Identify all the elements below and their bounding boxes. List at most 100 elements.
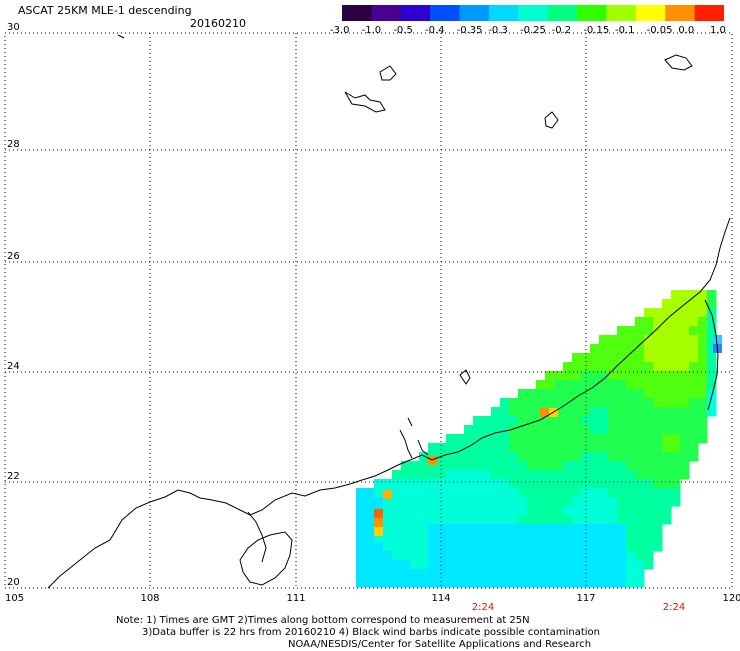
swath-cell: [608, 461, 618, 471]
swath-cell: [500, 407, 510, 417]
swath-cell: [356, 569, 366, 579]
swath-cell: [626, 389, 636, 399]
swath-cell: [410, 515, 420, 525]
swath-cell: [410, 569, 420, 579]
swath-cell: [599, 497, 609, 507]
swath-cell: [617, 506, 627, 516]
swath-cell: [464, 470, 474, 480]
swath-cell: [392, 551, 402, 561]
swath-cell: [563, 416, 573, 426]
swath-cell: [572, 569, 582, 579]
swath-cell: [671, 344, 681, 354]
swath-cell: [707, 299, 717, 309]
swath-cell: [446, 542, 456, 552]
swath-cell: [689, 389, 699, 399]
swath-cell: [392, 479, 402, 489]
swath-cell: [428, 560, 438, 570]
y-tick-label: 22: [7, 471, 20, 482]
swath-cell: [491, 416, 501, 426]
swath-cell: [383, 542, 393, 552]
swath-cell: [608, 533, 618, 543]
swath-cell: [599, 506, 609, 516]
swath-cell: [392, 524, 402, 534]
swath-cell: [464, 488, 474, 498]
swath-cell: [392, 470, 402, 480]
swath-cell: [554, 524, 564, 534]
swath-cell: [437, 524, 447, 534]
swath-cell: [662, 326, 672, 336]
swath-cell: [383, 578, 393, 588]
swath-cell: [554, 569, 564, 579]
swath-cell: [365, 569, 375, 579]
swath-cell: [644, 461, 654, 471]
swath-cell: [590, 497, 600, 507]
swath-cell: [680, 452, 690, 462]
swath-cell: [590, 578, 600, 588]
swath-cell: [581, 542, 591, 552]
swath-cell: [545, 533, 555, 543]
swath-cell: [365, 488, 375, 498]
time-label: 2:24: [663, 602, 685, 613]
swath-cell: [545, 542, 555, 552]
swath-cell: [518, 515, 528, 525]
swath-cell: [482, 542, 492, 552]
swath-cell: [536, 425, 546, 435]
swath-cell: [365, 515, 375, 525]
swath-cell: [509, 407, 519, 417]
swath-cell: [545, 515, 555, 525]
swath-cell: [644, 551, 654, 561]
swath-cell: [527, 497, 537, 507]
swath-cell: [707, 308, 717, 318]
swath-cell: [545, 479, 555, 489]
swath-cell: [419, 515, 429, 525]
swath-cell: [491, 434, 501, 444]
swath-cell: [482, 443, 492, 453]
swath-cell: [473, 551, 483, 561]
x-tick-labels: 105 108 111 114 117 120: [5, 593, 740, 604]
colorbar-swatch: [430, 5, 461, 21]
swath-cell: [509, 470, 519, 480]
swath-cell: [554, 542, 564, 552]
swath-cell: [653, 425, 663, 435]
swath-cell: [491, 425, 501, 435]
swath-cell: [680, 407, 690, 417]
swath-cell: [491, 560, 501, 570]
swath-cell: [455, 533, 465, 543]
swath-cell: [698, 407, 708, 417]
swath-cell: [644, 317, 654, 327]
swath-cell: [365, 506, 375, 516]
swath-cell: [419, 578, 429, 588]
swath-cell: [662, 425, 672, 435]
note-line-2: 3)Data buffer is 22 hrs from 20160210 4)…: [142, 627, 600, 638]
swath-cell: [473, 461, 483, 471]
swath-cell: [590, 461, 600, 471]
swath-cell: [356, 551, 366, 561]
swath-cell: [608, 452, 618, 462]
swath-cell: [662, 353, 672, 363]
swath-cell: [671, 335, 681, 345]
swath-cell: [536, 524, 546, 534]
swath-cell: [572, 353, 582, 363]
swath-cell: [626, 362, 636, 372]
x-tick-label: 117: [576, 593, 595, 604]
swath-cell: [599, 488, 609, 498]
swath-cell: [581, 470, 591, 480]
swath-cell: [383, 497, 393, 507]
swath-cell: [491, 488, 501, 498]
swath-cell: [590, 425, 600, 435]
swath-cell: [599, 389, 609, 399]
swath-cell: [635, 488, 645, 498]
swath-cell: [437, 461, 447, 471]
colorbar-swatch: [518, 5, 549, 21]
swath-cell: [644, 398, 654, 408]
swath-cell: [590, 443, 600, 453]
swath-cell: [572, 434, 582, 444]
swath-cell: [626, 560, 636, 570]
swath-cell: [590, 416, 600, 426]
swath-cell: [446, 434, 456, 444]
swath-cell: [707, 317, 717, 327]
swath-cell: [698, 371, 708, 381]
swath-cell: [419, 506, 429, 516]
chart-date: 20160210: [190, 17, 246, 30]
swath-cell: [545, 506, 555, 516]
